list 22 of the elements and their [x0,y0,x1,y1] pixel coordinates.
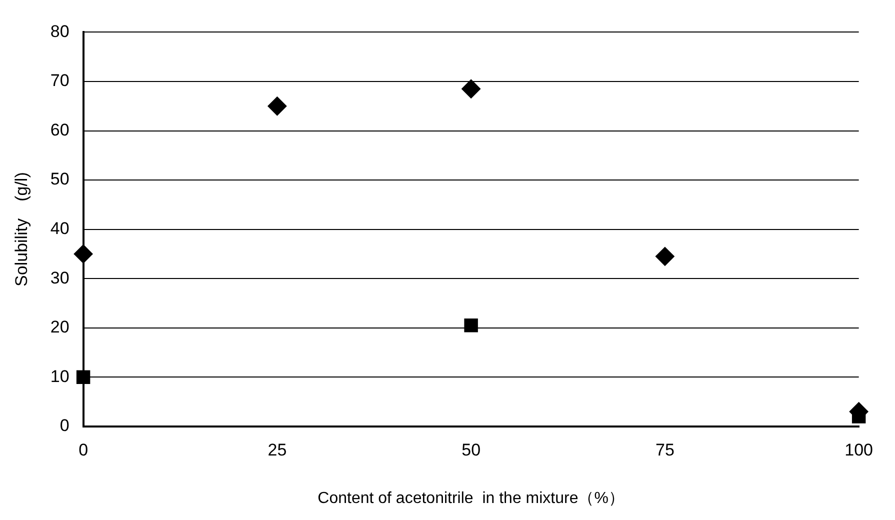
y-tick-label: 50 [50,170,70,189]
x-tick-label: 75 [655,440,674,460]
x-tick-label: 0 [78,440,88,460]
y-tick-label: 60 [50,120,70,140]
y-tick-label: 80 [50,22,70,41]
y-axis-title: Solubility (g/l) [12,172,31,286]
y-tick-label: 20 [50,318,70,337]
point [74,244,93,264]
point [655,246,674,266]
x-axis-title: Content of acetonitrile in the mixture（%） [318,490,624,507]
point [268,96,287,116]
x-tick-label: 50 [462,440,481,460]
y-tick-label: 30 [50,268,70,288]
y-tick-label: 70 [50,71,70,90]
x-tick-label: 25 [268,440,287,460]
y-tick-label: 0 [60,416,70,436]
point [464,318,478,332]
point [462,79,481,98]
x-tick-label: 100 [844,440,874,460]
point [76,370,90,384]
y-tick-label: 40 [50,218,70,238]
y-tick-label: 10 [50,366,70,386]
